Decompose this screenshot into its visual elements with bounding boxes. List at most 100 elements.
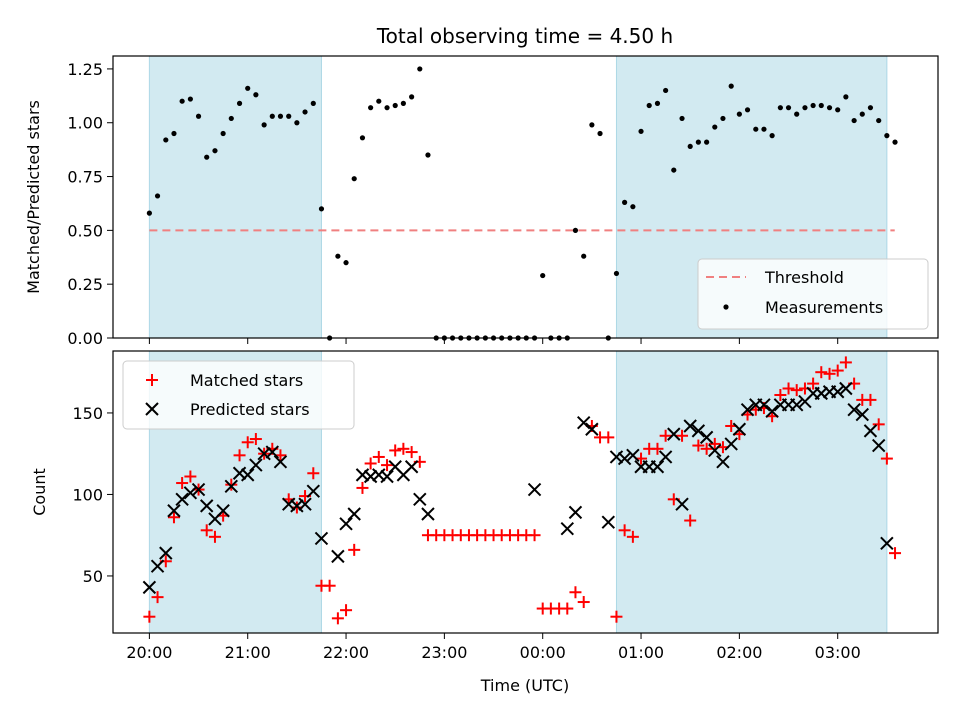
predicted-star-mark-b <box>306 484 321 498</box>
predicted-star-point <box>577 416 591 430</box>
predicted-star-point <box>200 499 214 513</box>
matched-star-point <box>151 591 164 604</box>
matched-star-point <box>233 449 246 462</box>
matched-star-point <box>307 467 320 480</box>
ratio-panel: 0.00 0.25 0.50 0.75 1.00 1.25 Matched/Predict… <box>24 55 939 348</box>
matched-star-point <box>815 366 828 379</box>
predicted-star-point <box>880 536 894 551</box>
measurement-point <box>663 87 669 94</box>
ratio-y-ticks: 0.00 0.25 0.50 0.75 1.00 1.25 <box>67 60 113 348</box>
predicted-star-mark-b <box>585 422 599 436</box>
measurement-point <box>245 85 251 91</box>
predicted-star-point <box>216 504 230 518</box>
predicted-star-point <box>855 407 869 422</box>
matched-star-point <box>241 436 254 449</box>
predicted-star-mark-b <box>331 549 345 564</box>
predicted-star-mark-b <box>290 499 304 513</box>
count-x-ticks: 20:00 21:00 22:00 23:00 00:00 01:00 02:00 03:00 <box>126 633 861 662</box>
predicted-star-mark-b <box>560 521 574 536</box>
predicted-star-mark-b <box>216 504 230 518</box>
predicted-star-point <box>314 531 329 546</box>
predicted-star-mark-b <box>282 497 296 511</box>
matched-star-point <box>397 442 410 455</box>
matched-star-point <box>831 364 844 377</box>
predicted-star-point <box>191 482 206 497</box>
predicted-star-mark-b <box>568 505 583 520</box>
predicted-star-point <box>363 469 378 484</box>
count-y-ticks: 50 100 150 <box>72 404 113 586</box>
predicted-star-mark-b <box>830 385 845 399</box>
matched-star-point <box>692 439 705 452</box>
predicted-star-mark-b <box>142 580 157 595</box>
measurement-point <box>294 120 300 126</box>
measurement-point <box>204 154 210 160</box>
predicted-star-point <box>355 468 370 482</box>
predicted-star-mark-b <box>249 458 263 472</box>
matched-star-point <box>889 547 902 560</box>
matched-star-point <box>405 446 418 459</box>
count-y-tick-label: 100 <box>72 485 103 504</box>
measurement-point <box>572 227 579 233</box>
predicted-star-mark-b <box>732 422 747 436</box>
matched-star-point <box>323 579 336 592</box>
predicted-star-point <box>232 466 247 480</box>
predicted-star-point <box>724 437 738 451</box>
measurement-point <box>540 272 546 279</box>
predicted-star-point <box>372 468 386 482</box>
predicted-star-point <box>585 422 599 436</box>
measurement-point <box>392 102 398 109</box>
count-y-tick-label: 150 <box>72 404 103 423</box>
predicted-star-point <box>413 492 427 507</box>
predicted-star-point <box>142 580 157 595</box>
ratio-y-tick-label: 0.50 <box>67 221 103 240</box>
predicted-star-point <box>339 517 353 531</box>
measurement-point <box>769 133 775 139</box>
predicted-star-point <box>847 402 861 417</box>
predicted-star-point <box>708 443 722 458</box>
predicted-star-point <box>249 458 263 472</box>
matched-star-point <box>782 382 795 395</box>
predicted-star-point <box>830 385 845 399</box>
predicted-star-point <box>167 504 181 518</box>
ratio-y-tick-label: 1.00 <box>67 114 103 133</box>
predicted-star-mark-b <box>265 445 280 459</box>
measurement-point <box>597 130 603 137</box>
predicted-star-point <box>691 424 706 438</box>
matched-star-point <box>389 444 402 457</box>
predicted-star-mark-b <box>658 450 673 464</box>
count-x-tick-label: 22:00 <box>323 643 369 662</box>
count-x-tick-label: 20:00 <box>126 643 172 662</box>
predicted-star-point <box>183 486 198 500</box>
count-x-tick-label: 01:00 <box>618 643 664 662</box>
measurement-point <box>646 102 652 109</box>
measurement-point <box>318 206 325 212</box>
predicted-star-mark-b <box>339 517 353 531</box>
measurement-point <box>638 128 644 134</box>
measurement-point <box>876 117 882 124</box>
predicted-star-mark-b <box>609 450 624 464</box>
predicted-star-point <box>560 521 574 536</box>
measurement-point <box>818 102 824 109</box>
predicted-star-mark-b <box>363 469 378 484</box>
predicted-star-point <box>683 419 697 433</box>
measurement-point <box>654 100 661 106</box>
predicted-star-point <box>282 497 296 511</box>
measurement-point <box>802 105 808 111</box>
predicted-star-mark-b <box>765 404 779 419</box>
measurement-point <box>277 113 284 119</box>
measurement-point <box>286 113 292 119</box>
predicted-star-mark-b <box>855 407 869 422</box>
measurement-point <box>843 94 849 100</box>
measurement-point <box>761 126 767 132</box>
predicted-star-point <box>740 402 755 417</box>
measurement-point <box>851 117 857 124</box>
predicted-star-point <box>675 497 689 511</box>
legend-measurements-label: Measurements <box>765 298 883 317</box>
predicted-star-point <box>241 468 255 482</box>
matched-star-point <box>340 604 353 617</box>
count-x-tick-label: 00:00 <box>520 643 566 662</box>
legend-predicted-swatch <box>145 402 159 416</box>
matched-star-point <box>774 389 787 402</box>
measurement-point <box>343 260 349 266</box>
